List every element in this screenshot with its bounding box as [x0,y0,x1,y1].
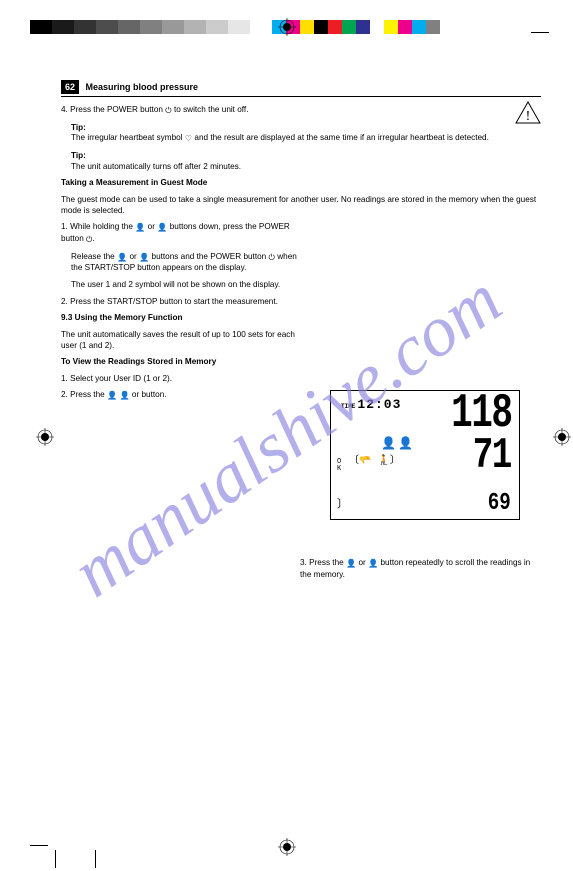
registration-mark-left [36,428,54,446]
sec93: 9.3 Using the Memory Function [61,313,182,322]
header-rule [61,96,541,97]
step4-b: to switch the unit off. [172,105,249,114]
lcd-diastolic: 71 [473,431,511,481]
heartbeat-icon: ♡ [185,134,192,145]
guest-para: The guest mode can be used to take a sin… [61,195,541,216]
gs3: The user 1 and 2 symbol will not be show… [61,280,301,291]
lcd-ok-indicator: O K [337,459,341,473]
right-column: 3. Press the 👤 or 👤 button repeatedly to… [300,550,540,589]
crop-mark [30,845,48,846]
gs2a: Release the [71,252,117,261]
user-icon: 👤 [368,559,378,570]
tip2-label: Tip: [71,151,86,160]
user-icon: 👤 [139,253,149,264]
tip2-body: The unit automatically turns off after 2… [71,162,241,171]
lcd-time-value: 12:03 [357,397,401,412]
lcd-time-label: TIME [341,403,355,410]
page-number: 62 [61,80,79,94]
tip1-a: The irregular heartbeat symbol [71,133,185,142]
gs1d: . [93,234,95,243]
lcd-display: TIME12:03 118 71 69 👤👤 O K 〔🫳 🧎〕 〕 [330,390,520,520]
tip1-b: and the result are displayed at the same… [194,133,488,142]
crop-mark [55,850,56,868]
registration-mark-bottom [278,838,296,856]
user-icon: 👤 [135,223,145,234]
body-text: ! 4. Press the POWER button ⏻ to switch … [61,105,541,402]
page-content: 62 Measuring blood pressure ! 4. Press t… [61,80,541,408]
crop-mark [95,850,96,868]
lcd-time: TIME12:03 [341,397,401,412]
mv2a: 2. Press the [61,390,107,399]
user-icon: 👤 [107,391,117,402]
page-title: Measuring blood pressure [86,80,199,94]
registration-mark-right [553,428,571,446]
user-icon: 👤 [157,223,167,234]
sec93p: The unit automatically saves the result … [61,330,301,351]
mv2b: or button. [130,390,167,399]
mv1: 1. Select your User ID (1 or 2). [61,374,301,385]
registration-mark-top [278,18,296,36]
step4-a: 4. Press the POWER button [61,105,165,114]
lcd-pulse: 69 [488,490,511,517]
gs1b: or [145,222,157,231]
user-icon: 👤 [346,559,356,570]
user-icon: 👤 [119,391,129,402]
lcd-posture-icons: 〔🫳 🧎〕 [349,451,400,467]
user-icon: 👤 [117,253,127,264]
mv3a: 3. Press the [300,558,346,567]
gs2b: or [127,252,139,261]
warning-icon: ! [515,101,541,129]
svg-text:!: ! [526,109,531,124]
lcd-user-icons: 👤👤 [381,436,415,451]
gs4: 2. Press the START/STOP button to start … [61,297,301,308]
lcd-bar-indicator: 〕 [337,495,348,511]
guest-title: Taking a Measurement in Guest Mode [61,178,207,187]
tip1-label: Tip: [71,123,86,132]
gs1a: 1. While holding the [61,222,135,231]
gs2c: buttons and the POWER button [149,252,268,261]
crop-mark [531,32,549,33]
printer-color-bar [30,20,440,34]
mv3b: or [356,558,368,567]
memview: To View the Readings Stored in Memory [61,357,216,366]
